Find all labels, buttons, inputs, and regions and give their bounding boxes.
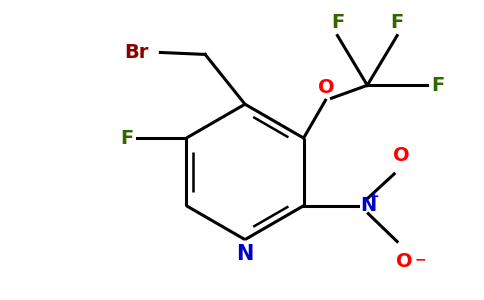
Text: F: F	[391, 13, 404, 32]
Text: O: O	[396, 251, 412, 271]
Text: Br: Br	[124, 43, 149, 62]
Text: −: −	[414, 253, 426, 266]
Text: +: +	[369, 190, 379, 203]
Text: F: F	[331, 13, 344, 32]
Text: O: O	[393, 146, 409, 165]
Text: N: N	[361, 196, 377, 215]
Text: O: O	[318, 78, 335, 97]
Text: N: N	[236, 244, 254, 264]
Text: F: F	[121, 129, 134, 148]
Text: F: F	[431, 76, 444, 95]
